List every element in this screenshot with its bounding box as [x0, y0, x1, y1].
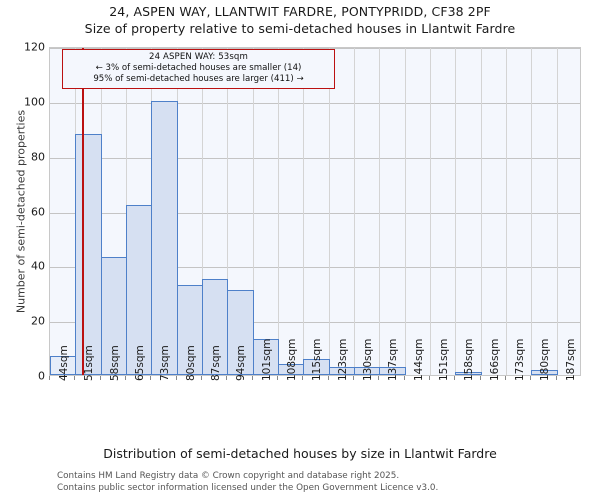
y-axis-tick-labels: 0 20 40 60 80 100 120 [0, 0, 45, 500]
y-tick-120: 120 [24, 40, 45, 54]
credit-line2: Contains public sector information licen… [57, 482, 439, 493]
gridline-x-19 [531, 48, 532, 375]
x-tickmark-144sqm [404, 376, 405, 380]
x-tickmark-65sqm [125, 376, 126, 380]
x-tick-151sqm: 151sqm [438, 338, 450, 381]
x-tick-144sqm: 144sqm [412, 338, 425, 381]
y-tick-40: 40 [31, 259, 45, 273]
gridline-x-14 [405, 48, 406, 375]
x-tick-130sqm: 130sqm [362, 338, 374, 381]
gridline-y-80 [50, 157, 580, 159]
y-tick-60: 60 [31, 205, 45, 218]
x-tickmark-58sqm [100, 376, 101, 380]
gridline-x-20 [557, 48, 558, 375]
gridline-x-8 [253, 48, 254, 375]
x-tick-80sqm: 80sqm [184, 345, 197, 381]
x-tickmark-187sqm [556, 376, 557, 380]
y-tick-100: 100 [24, 95, 45, 109]
y-tick-0: 0 [38, 369, 45, 383]
x-tick-51sqm: 51sqm [83, 345, 96, 381]
bar-65sqm [126, 205, 152, 375]
bar-73sqm [151, 100, 178, 375]
annotation-line3: 95% of semi-detached houses are larger (… [93, 74, 304, 84]
gridline-x-15 [430, 48, 431, 375]
gridline-y-120 [50, 48, 580, 49]
x-tickmark-115sqm [302, 376, 303, 380]
x-tickmark-80sqm [176, 376, 177, 380]
x-tickmark-137sqm [378, 376, 379, 380]
x-tickmark-73sqm [150, 376, 151, 380]
bar-51sqm [75, 133, 102, 375]
x-tickmark-44sqm [49, 376, 50, 380]
gridline-x-6 [202, 48, 203, 375]
bar-137sqm [379, 366, 406, 375]
x-tick-65sqm: 65sqm [134, 345, 146, 381]
gridline-x-17 [481, 48, 482, 375]
gridline-x-18 [506, 48, 507, 375]
x-tick-187sqm: 187sqm [564, 338, 577, 381]
x-tickmark-108sqm [277, 376, 278, 380]
x-tickmark-87sqm [201, 376, 202, 380]
x-tick-101sqm: 101sqm [260, 338, 273, 381]
bar-101sqm [253, 339, 279, 375]
gridline-x-9 [278, 48, 279, 375]
x-tick-115sqm: 115sqm [311, 338, 324, 381]
x-tick-166sqm: 166sqm [488, 338, 501, 381]
attribution-footer: Contains HM Land Registry data © Crown c… [57, 471, 597, 495]
y-tick-20: 20 [31, 314, 45, 328]
plot-area [49, 47, 581, 376]
x-tick-108sqm: 108sqm [286, 338, 298, 381]
gridline-x-7 [227, 48, 228, 375]
y-tick-80: 80 [31, 150, 45, 164]
gridline-x-11 [329, 48, 330, 375]
x-tick-123sqm: 123sqm [336, 338, 349, 381]
x-tick-87sqm: 87sqm [210, 345, 222, 381]
x-tick-58sqm: 58sqm [108, 345, 121, 381]
x-tickmark-130sqm [353, 376, 354, 380]
gridline-x-10 [303, 48, 304, 375]
x-tickmark-51sqm [74, 376, 75, 380]
gridline-x-12 [354, 48, 355, 375]
x-tickmark-173sqm [505, 376, 506, 380]
x-tick-73sqm: 73sqm [159, 345, 172, 381]
x-axis-tick-labels: 44sqm 51sqm 58sqm 65sqm 73sqm 80sqm 87sqm 94sqm… [0, 0, 600, 381]
x-tick-158sqm: 158sqm [463, 338, 476, 381]
x-tickmark-151sqm [429, 376, 430, 380]
annotation-box: 24 ASPEN WAY: 53sqm ← 3% of semi-detache… [62, 49, 335, 89]
x-tickmark-166sqm [480, 376, 481, 380]
x-tickmark-123sqm [328, 376, 329, 380]
x-tick-173sqm: 173sqm [514, 338, 526, 381]
bar-180sqm [531, 369, 558, 375]
x-tick-44sqm: 44sqm [58, 345, 70, 381]
credit-line1: Contains HM Land Registry data © Crown c… [57, 471, 400, 481]
bar-158sqm [455, 372, 482, 375]
gridline-x-13 [379, 48, 380, 375]
annotation-line2: ← 3% of semi-detached houses are smaller… [95, 63, 302, 73]
x-axis-title: Distribution of semi-detached houses by … [103, 446, 497, 461]
x-tickmark-101sqm [252, 376, 253, 380]
gridline-y-40 [50, 267, 580, 269]
gridline-x-16 [455, 48, 456, 375]
x-tickmark-158sqm [454, 376, 455, 380]
annotation-line1: 24 ASPEN WAY: 53sqm [149, 52, 248, 62]
bar-87sqm [202, 279, 228, 375]
x-tick-94sqm: 94sqm [235, 345, 248, 381]
x-tickmark-94sqm [226, 376, 227, 380]
x-tick-137sqm: 137sqm [387, 338, 400, 381]
x-tick-180sqm: 180sqm [539, 338, 552, 381]
property-size-marker-line [81, 48, 84, 375]
gridline-y-20 [50, 322, 580, 324]
chart-subtitle-line2: Size of property relative to semi-detach… [84, 21, 516, 36]
chart-title-line1: 24, ASPEN WAY, LLANTWIT FARDRE, PONTYPRI… [109, 4, 491, 19]
x-tickmark-180sqm [530, 376, 531, 380]
gridline-y-100 [50, 102, 580, 104]
bar-94sqm [227, 290, 254, 375]
gridline-y-60 [50, 212, 580, 214]
